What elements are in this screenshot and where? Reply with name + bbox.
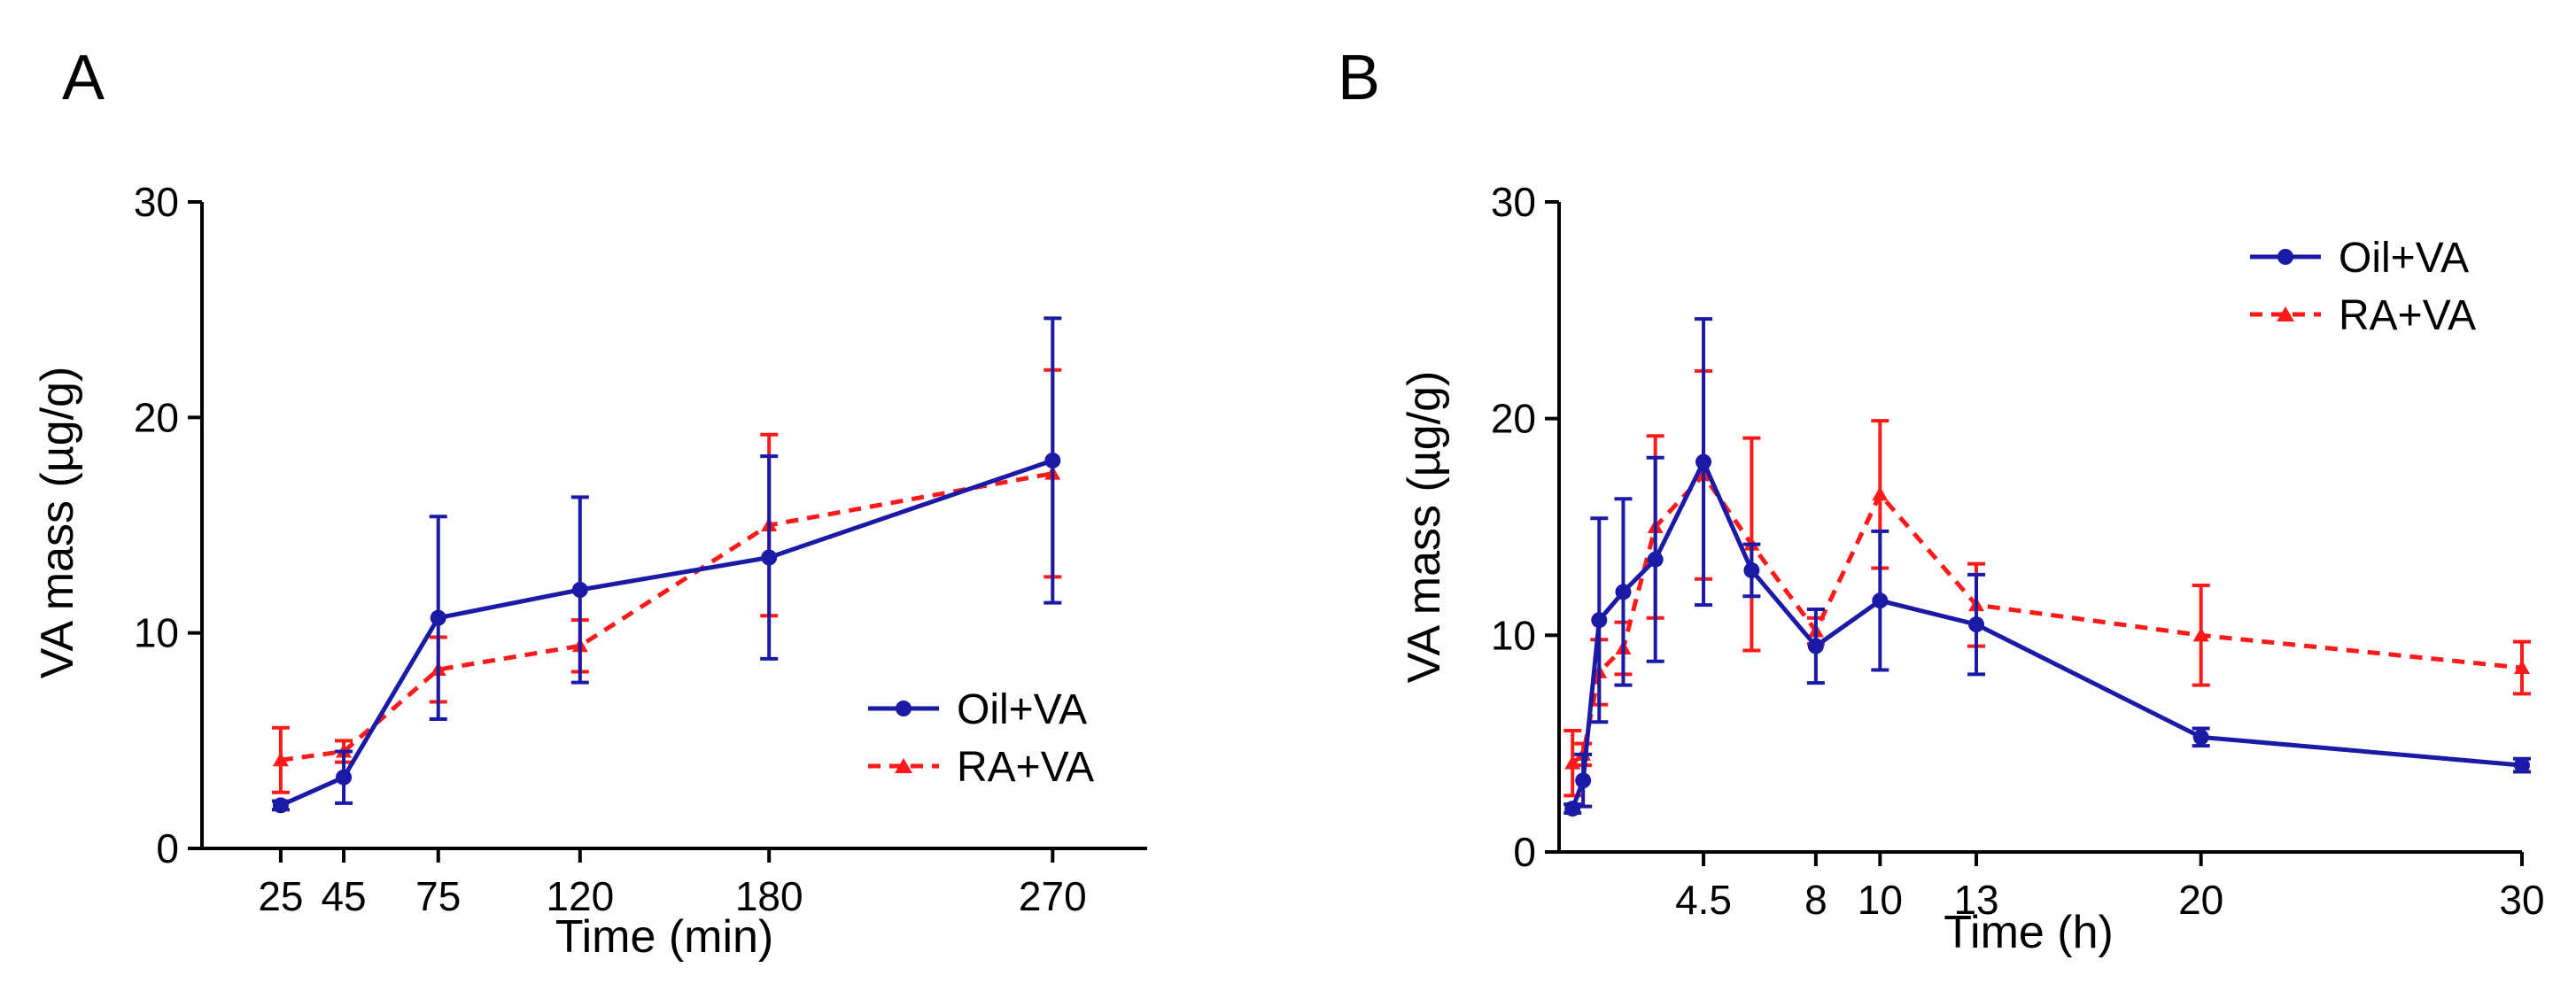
x-tick-label: 45 [321,873,366,919]
data-point-ra-va [1872,486,1889,501]
x-tick-label: 13 [1953,877,1998,923]
series-line-oil-va [1570,460,2523,809]
data-point-oil-va [1044,453,1061,468]
legend-oil-va-marker [2277,249,2293,265]
data-point-oil-va [571,582,588,598]
data-point-ra-va [2514,660,2530,675]
data-point-oil-va [272,797,289,814]
data-point-oil-va [2192,729,2209,746]
x-tick-label: 10 [1858,877,1903,923]
data-point-oil-va [1807,638,1824,654]
series-line-ra-va [1571,472,2523,765]
legend-oil-va-label: Oil+VA [957,686,1087,733]
legend-ra-va-marker [2277,306,2294,321]
panel-a-y-axis-title: VA mass (µg/g) [32,367,83,679]
series-line-oil-va [279,458,1054,808]
panel-a: A 0 10 20 30 25 45 75 120 180 270 Time (min) VA m… [32,43,1147,963]
x-tick-label: 30 [2499,877,2544,923]
panel-a-plot-area: 0 10 20 30 25 45 75 120 180 270 [134,179,1147,919]
data-point-oil-va [1575,772,1592,789]
x-tick-label: 20 [2178,877,2223,923]
panel-b-legend: Oil+VA RA+VA [2250,235,2476,339]
data-point-oil-va [1743,561,1760,578]
panel-label-b: B [1338,43,1380,113]
x-tick-label: 75 [415,873,461,919]
panel-label-a: A [62,43,105,113]
x-tick-label: 270 [1019,873,1087,919]
data-point-oil-va [1564,801,1581,817]
data-point-oil-va [1968,616,1985,633]
legend-ra-va-label: RA+VA [2339,292,2476,339]
y-tick-label: 30 [134,179,179,225]
legend-oil-va-label: Oil+VA [2339,235,2469,282]
data-point-ra-va [2192,627,2209,642]
data-point-oil-va [1872,592,1889,609]
y-tick-label: 0 [1513,829,1536,875]
data-point-oil-va [1647,551,1664,568]
series-line-ra-va [280,471,1053,763]
legend-oil-va-marker [896,701,912,716]
data-point-oil-va [336,769,353,786]
y-tick-label: 20 [1491,396,1536,442]
data-point-oil-va [761,549,778,566]
x-tick-label: 25 [258,873,303,919]
panel-b-x-axis-title: Time (h) [1944,907,2114,958]
panel-a-legend: Oil+VA RA+VA [868,686,1094,791]
y-tick-label: 30 [1491,179,1536,225]
x-tick-label: 180 [735,873,803,919]
panel-b: B 0 10 20 30 4.5 8 10 13 20 30 Time (h) VA mass (… [1338,43,2545,958]
x-tick-label: 8 [1804,877,1827,923]
data-point-oil-va [1615,584,1632,600]
data-point-oil-va [1695,453,1712,470]
panel-b-y-axis-title: VA mass (µg/g) [1399,371,1450,684]
data-point-ra-va [272,752,289,767]
x-tick-label: 4.5 [1675,877,1732,923]
y-tick-label: 20 [134,394,179,440]
data-point-oil-va [2514,757,2530,774]
data-point-oil-va [1591,612,1608,629]
y-tick-label: 10 [1491,612,1536,658]
panel-b-plot-area: 0 10 20 30 4.5 8 10 13 20 30 [1491,179,2545,923]
y-tick-label: 0 [156,825,179,871]
y-tick-label: 10 [134,610,179,656]
panel-a-x-axis-title: Time (min) [555,911,774,963]
legend-ra-va-label: RA+VA [957,744,1094,791]
legend-ra-va-marker [895,758,912,773]
data-point-oil-va [430,609,446,626]
x-tick-label: 120 [546,873,614,919]
